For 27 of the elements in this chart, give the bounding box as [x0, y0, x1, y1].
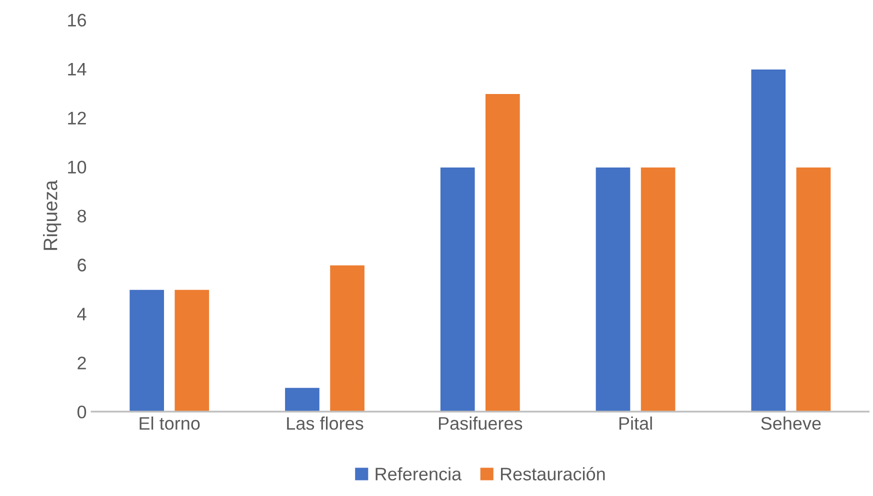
y-tick-label: 0 — [77, 406, 86, 418]
bar — [284, 386, 321, 412]
bar — [750, 68, 787, 412]
x-tick-label: Seheve — [761, 416, 821, 430]
y-tick-label: 6 — [78, 258, 86, 272]
bar — [640, 166, 677, 412]
y-tick-label: 12 — [68, 112, 86, 124]
x-tick-label: Las flores — [287, 416, 364, 430]
x-tick-label: Pital — [619, 416, 652, 430]
bar — [794, 166, 832, 412]
legend-label: Restauración — [500, 467, 605, 480]
y-axis-title: Riqueza — [43, 180, 62, 250]
y-tick-label: 2 — [78, 356, 86, 370]
bar — [484, 92, 522, 412]
x-tick-label: Pasifueres — [438, 416, 522, 430]
bar — [128, 288, 166, 412]
y-tick-label: 16 — [68, 14, 86, 27]
legend-label: Referencia — [376, 467, 462, 480]
bar — [439, 166, 476, 412]
bar — [328, 264, 366, 412]
y-tick-label: 14 — [68, 62, 86, 76]
bar — [173, 288, 210, 412]
y-tick-label: 4 — [77, 308, 86, 320]
bar — [594, 166, 632, 412]
y-tick-label: 10 — [68, 160, 86, 174]
y-tick-label: 8 — [78, 210, 86, 222]
x-tick-label: El torno — [140, 416, 200, 430]
